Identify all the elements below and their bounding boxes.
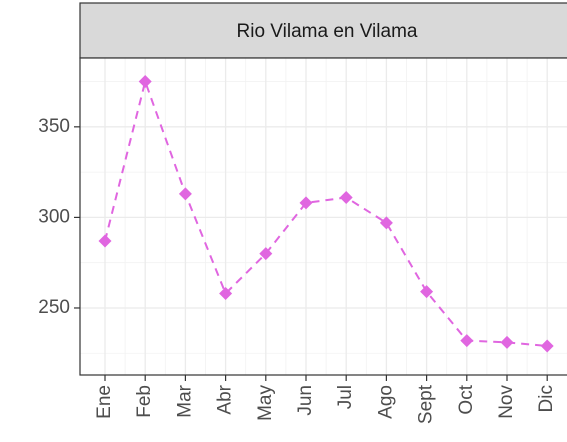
point	[259, 247, 273, 261]
x-tick-label: May	[255, 385, 276, 421]
y-tick-label: 250	[38, 297, 70, 318]
x-tick-label: Mar	[174, 384, 195, 417]
point	[299, 196, 313, 210]
y-tick-label: 350	[38, 116, 70, 137]
facet-strip	[79, 2, 567, 59]
point	[540, 339, 554, 353]
x-tick-label: Feb	[134, 385, 155, 418]
panel-border	[79, 57, 567, 376]
y-tick-label: 300	[38, 206, 70, 227]
point	[460, 334, 474, 348]
point	[178, 187, 192, 201]
point	[138, 75, 152, 89]
panel	[80, 58, 567, 375]
x-tick-label: Ene	[94, 385, 115, 419]
point	[219, 286, 233, 300]
x-tick-label: Sept	[416, 384, 437, 424]
x-tick-label: Nov	[496, 385, 517, 419]
point	[339, 190, 353, 204]
x-tick-label: Jul	[335, 385, 356, 409]
point	[98, 234, 112, 248]
x-tick-label: Ago	[375, 385, 396, 419]
chart-title: Rio Vilama en Vilama	[237, 21, 418, 42]
point	[420, 285, 434, 299]
point	[500, 335, 514, 349]
x-tick-label: Abr	[215, 384, 236, 414]
x-tick-label: Jun	[295, 385, 316, 416]
x-tick-label: Dic	[536, 385, 557, 412]
point	[379, 216, 393, 230]
x-tick-label: Oct	[456, 384, 477, 414]
series-line	[104, 78, 548, 348]
